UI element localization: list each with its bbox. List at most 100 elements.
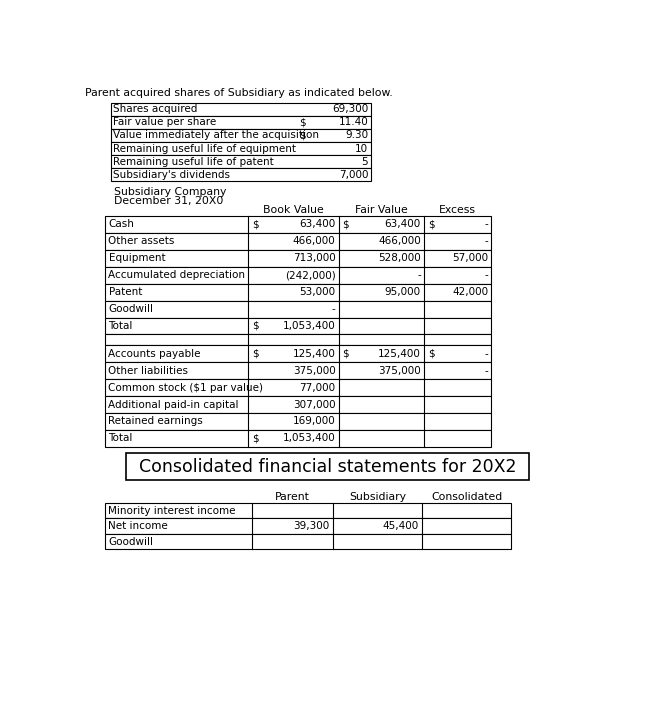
Text: 69,300: 69,300 <box>332 105 368 114</box>
Text: Fair Value: Fair Value <box>355 205 408 216</box>
Text: 57,000: 57,000 <box>452 253 488 263</box>
Text: 1,053,400: 1,053,400 <box>283 433 335 443</box>
Bar <box>105 379 492 396</box>
Text: -: - <box>417 270 421 280</box>
Text: Other liabilities: Other liabilities <box>109 366 189 376</box>
Text: (242,000): (242,000) <box>285 270 335 280</box>
Bar <box>105 301 492 317</box>
Text: 307,000: 307,000 <box>293 399 335 410</box>
Text: -: - <box>484 236 488 247</box>
Bar <box>111 168 371 181</box>
Text: Total: Total <box>109 433 133 443</box>
Text: $: $ <box>342 219 349 229</box>
Text: $: $ <box>252 321 258 331</box>
Text: 375,000: 375,000 <box>293 366 335 376</box>
Text: 63,400: 63,400 <box>385 219 421 229</box>
Bar <box>111 116 371 129</box>
Text: 169,000: 169,000 <box>293 417 335 426</box>
Bar <box>126 453 529 480</box>
Text: 7,000: 7,000 <box>339 169 368 180</box>
Text: Parent acquired shares of Subsidiary as indicated below.: Parent acquired shares of Subsidiary as … <box>85 89 393 99</box>
Text: $: $ <box>342 349 349 359</box>
Bar <box>105 534 512 549</box>
Text: 39,300: 39,300 <box>293 521 329 531</box>
Bar <box>105 317 492 335</box>
Bar <box>105 249 492 267</box>
Text: Minority interest income: Minority interest income <box>109 506 236 516</box>
Bar <box>105 396 492 413</box>
Bar <box>105 345 492 362</box>
Bar <box>105 362 492 379</box>
Text: 528,000: 528,000 <box>378 253 421 263</box>
Text: 125,400: 125,400 <box>293 349 335 359</box>
Bar <box>105 518 512 534</box>
Text: December 31, 20X0: December 31, 20X0 <box>114 196 223 206</box>
Text: 1,053,400: 1,053,400 <box>283 321 335 331</box>
Bar <box>111 142 371 155</box>
Text: $: $ <box>428 349 434 359</box>
Text: Consolidated: Consolidated <box>432 492 503 502</box>
Text: -: - <box>484 366 488 376</box>
Text: Retained earnings: Retained earnings <box>109 417 203 426</box>
Bar <box>105 283 492 301</box>
Text: Common stock ($1 par value): Common stock ($1 par value) <box>109 383 264 393</box>
Text: Goodwill: Goodwill <box>109 536 154 547</box>
Bar <box>111 129 371 142</box>
Text: -: - <box>484 219 488 229</box>
Text: Patent: Patent <box>109 287 142 297</box>
Bar <box>105 267 492 283</box>
Text: 11.40: 11.40 <box>339 118 368 128</box>
Text: Subsidiary's dividends: Subsidiary's dividends <box>113 169 230 180</box>
Bar <box>111 102 371 116</box>
Text: 9.30: 9.30 <box>345 131 368 141</box>
Text: 466,000: 466,000 <box>378 236 421 247</box>
Text: $: $ <box>252 433 258 443</box>
Text: $: $ <box>299 131 306 141</box>
Text: Equipment: Equipment <box>109 253 165 263</box>
Bar <box>105 216 492 233</box>
Text: 466,000: 466,000 <box>293 236 335 247</box>
Text: 53,000: 53,000 <box>299 287 335 297</box>
Text: Goodwill: Goodwill <box>109 304 154 314</box>
Bar <box>105 413 492 430</box>
Text: 713,000: 713,000 <box>293 253 335 263</box>
Text: $: $ <box>252 349 258 359</box>
Text: 375,000: 375,000 <box>378 366 421 376</box>
Text: 77,000: 77,000 <box>299 383 335 393</box>
Text: Subsidiary: Subsidiary <box>350 492 406 502</box>
Text: -: - <box>484 349 488 359</box>
Text: Additional paid-in capital: Additional paid-in capital <box>109 399 239 410</box>
Text: Remaining useful life of equipment: Remaining useful life of equipment <box>113 143 296 154</box>
Text: 125,400: 125,400 <box>378 349 421 359</box>
Text: 95,000: 95,000 <box>385 287 421 297</box>
Text: Consolidated financial statements for 20X2: Consolidated financial statements for 20… <box>139 458 517 476</box>
Text: 63,400: 63,400 <box>299 219 335 229</box>
Text: Shares acquired: Shares acquired <box>113 105 197 114</box>
Text: Book Value: Book Value <box>263 205 324 216</box>
Text: Remaining useful life of patent: Remaining useful life of patent <box>113 156 274 167</box>
Bar <box>105 335 492 345</box>
Text: $: $ <box>252 219 258 229</box>
Bar <box>105 503 512 518</box>
Bar <box>111 155 371 168</box>
Text: 5: 5 <box>361 156 368 167</box>
Text: 42,000: 42,000 <box>452 287 488 297</box>
Text: Other assets: Other assets <box>109 236 175 247</box>
Bar <box>105 233 492 249</box>
Text: Fair value per share: Fair value per share <box>113 118 216 128</box>
Text: $: $ <box>299 118 306 128</box>
Bar <box>105 430 492 447</box>
Text: -: - <box>484 270 488 280</box>
Text: 45,400: 45,400 <box>382 521 419 531</box>
Text: Accounts payable: Accounts payable <box>109 349 201 359</box>
Text: Total: Total <box>109 321 133 331</box>
Text: $: $ <box>428 219 434 229</box>
Text: Net income: Net income <box>109 521 168 531</box>
Text: Subsidiary Company: Subsidiary Company <box>114 187 227 197</box>
Text: 10: 10 <box>355 143 368 154</box>
Text: Accumulated depreciation: Accumulated depreciation <box>109 270 245 280</box>
Text: Value immediately after the acquisition: Value immediately after the acquisition <box>113 131 319 141</box>
Text: -: - <box>332 304 335 314</box>
Text: Parent: Parent <box>275 492 310 502</box>
Text: Excess: Excess <box>439 205 476 216</box>
